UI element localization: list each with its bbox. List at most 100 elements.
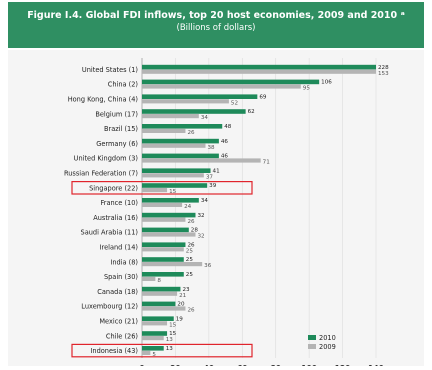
chart-subtitle: (Billions of dollars) [176,23,256,33]
data-label-2009: 37 [206,174,214,180]
data-label-2010: 25 [186,257,194,263]
legend-swatch-2009 [308,344,316,349]
x-tick-label: 100 [301,364,317,366]
bar-2010 [142,138,219,144]
chart-area: 020406080100120140United States (1)22815… [8,50,424,370]
data-label-2009: 38 [208,145,216,151]
data-label-2009: 71 [263,160,271,166]
data-label-2010: 48 [224,124,232,130]
bar-2009 [142,276,156,281]
bar-2010 [142,64,376,70]
bar-2010 [142,242,186,247]
bar-2010 [142,257,184,262]
data-label-2009: 15 [169,322,177,328]
data-label-2009: 52 [231,100,238,106]
bar-2009 [142,336,164,341]
data-label-2009: 153 [378,71,389,77]
bar-2010 [142,183,208,188]
data-label-2010: 19 [176,316,184,322]
data-label-2009: 32 [197,234,204,240]
bar-2010 [142,346,164,351]
category-label: Saudi Arabia (11) [81,229,138,237]
category-label: Chile (26) [106,332,138,340]
data-label-2009: 15 [169,189,177,195]
bar-2010 [142,124,223,129]
data-label-2009: 95 [303,86,311,92]
bar-2009 [142,173,204,178]
bar-2009 [142,99,229,104]
bar-2009 [142,188,168,193]
data-label-2009: 34 [201,115,209,121]
fdi-bar-chart: 020406080100120140United States (1)22815… [64,58,389,370]
bar-2009 [142,158,261,163]
bar-2009 [142,291,178,296]
category-label: Germany (6) [96,140,138,148]
category-label: Brazil (15) [104,125,138,133]
data-label-2010: 46 [221,154,229,160]
bar-2009 [142,143,206,148]
bar-2009 [142,217,186,222]
bar-2010 [142,198,199,203]
data-label-2009: 8 [157,278,161,284]
chart-title-banner: Figure I.4. Global FDI inflows, top 20 h… [8,2,424,48]
data-label-2010: 26 [187,242,195,248]
bar-2010 [142,316,174,321]
data-label-2009: 26 [187,130,195,136]
category-label: Canada (18) [97,288,138,296]
highlight-box [71,181,253,195]
data-label-2010: 23 [182,287,190,293]
legend-swatch-2010 [308,335,316,340]
data-label-2009: 26 [187,308,195,314]
data-label-2010: 32 [197,213,204,219]
legend-label-2010: 2010 [319,334,336,342]
data-label-2010: 25 [186,272,194,278]
bar-2009 [142,262,203,267]
bar-2010 [142,153,219,159]
data-label-2010: 228 [378,65,389,71]
bar-2010 [142,227,189,233]
bar-2010 [142,168,211,173]
category-label: Singapore (22) [89,184,138,192]
bar-2010 [142,79,320,85]
data-label-2010: 46 [221,139,229,145]
data-label-2010: 28 [191,228,199,234]
legend-label-2009: 2009 [319,343,336,351]
data-label-2010: 62 [248,109,255,115]
category-label: Hong Kong, China (4) [68,96,138,104]
data-label-2010: 34 [201,198,209,204]
chart-title: Figure I.4. Global FDI inflows, top 20 h… [27,10,405,21]
bar-2009 [142,350,151,355]
data-label-2010: 39 [209,183,217,189]
x-tick-label: 140 [368,364,384,366]
category-label: United States (1) [82,66,138,74]
data-label-2010: 69 [259,94,267,100]
category-label: France (10) [100,199,138,207]
data-label-2009: 36 [204,263,212,269]
x-tick-label: 20 [170,364,180,366]
category-label: United Kingdom (3) [74,155,138,163]
data-label-2009: 5 [152,352,156,358]
bar-2009 [142,247,184,252]
data-label-2009: 26 [187,219,195,225]
bar-2009 [142,84,301,89]
bar-2010 [142,331,168,336]
bar-2010 [142,212,196,218]
bar-2010 [142,272,184,277]
data-label-2009: 21 [179,293,187,299]
bar-2010 [142,109,246,114]
category-label: Belgium (17) [95,110,138,118]
highlight-box [71,343,253,358]
category-label: Russian Federation (7) [64,170,138,178]
data-label-2010: 13 [166,346,174,352]
data-label-2009: 24 [184,204,192,210]
category-label: Australia (16) [93,214,138,222]
bar-2009 [142,232,196,237]
x-tick-label: 0 [139,364,144,366]
x-tick-label: 120 [335,364,351,366]
bar-2009 [142,202,183,207]
bar-2009 [142,128,186,133]
category-label: Ireland (14) [100,244,138,252]
x-tick-label: 40 [204,364,214,366]
data-label-2010: 20 [177,302,185,308]
data-label-2010: 15 [169,331,177,337]
